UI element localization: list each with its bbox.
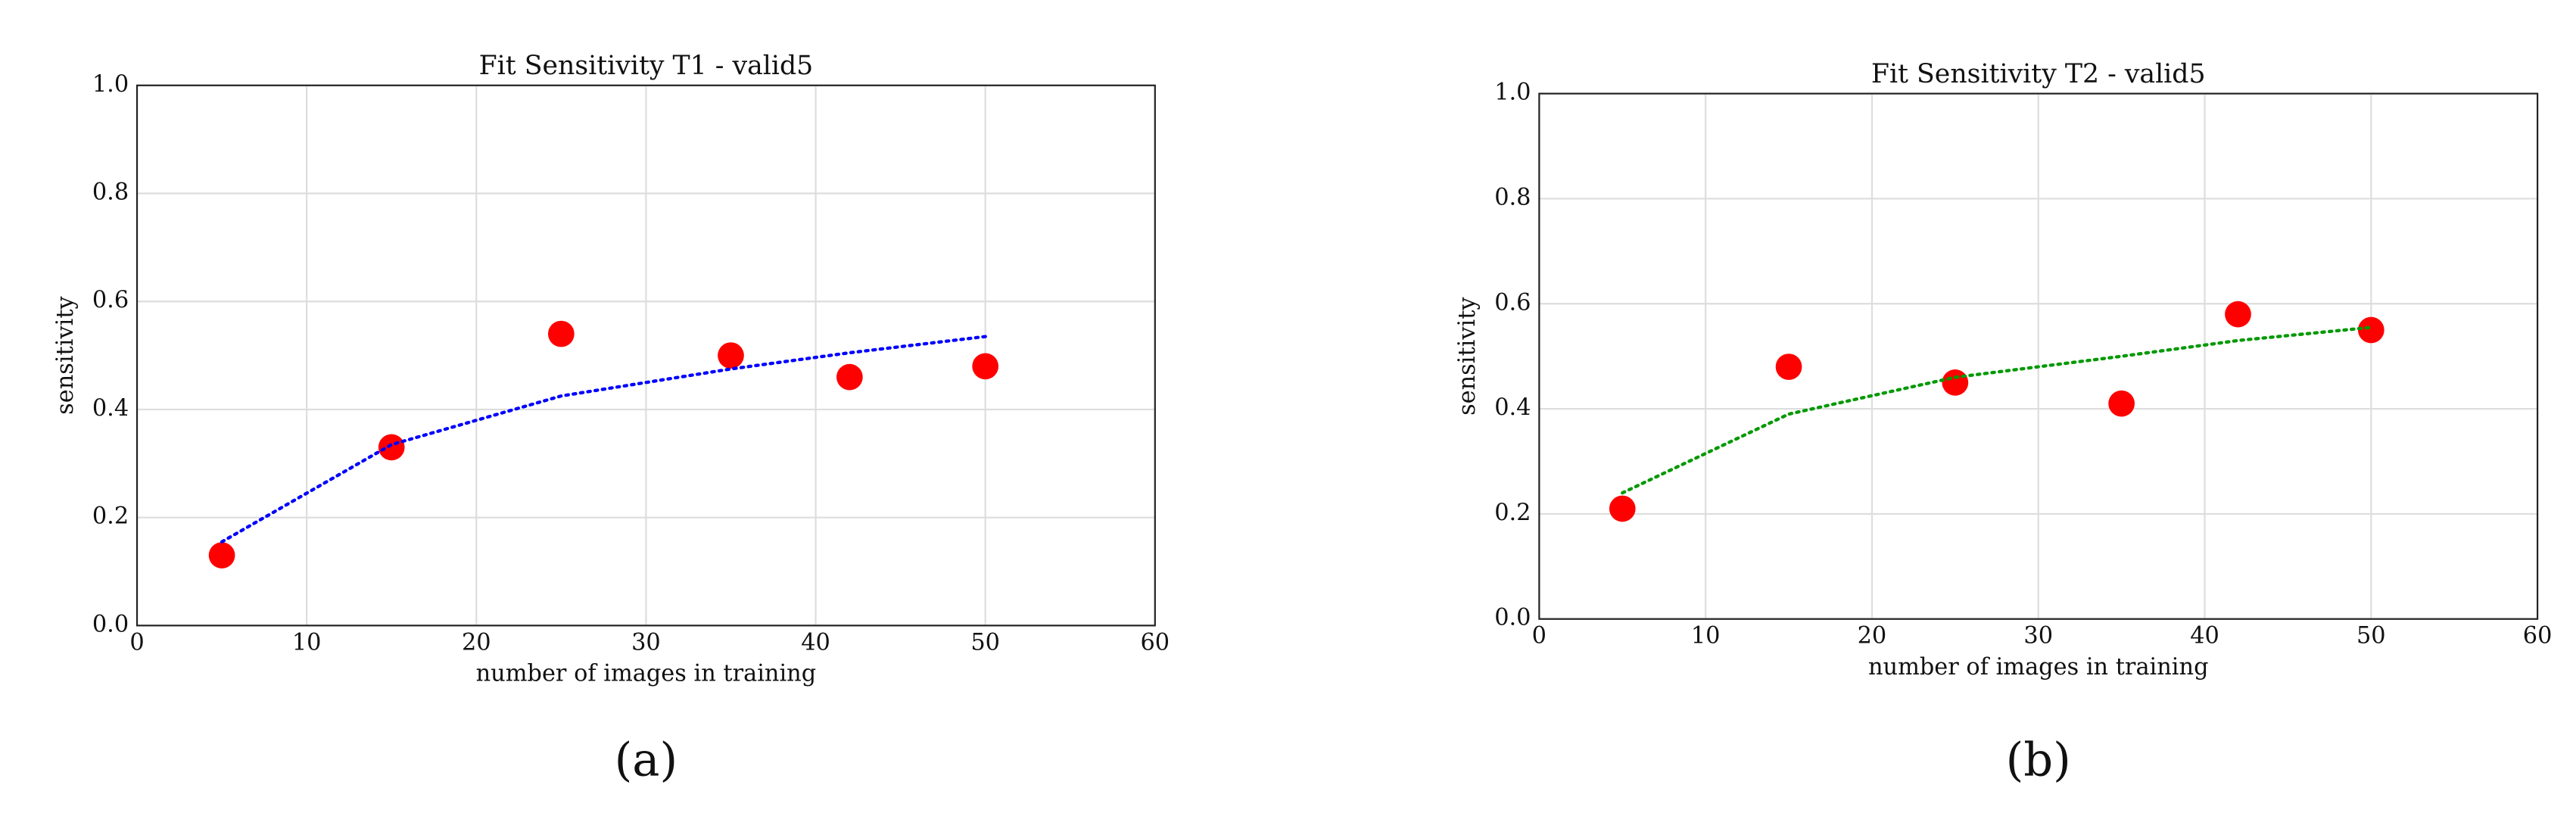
data-point bbox=[2108, 390, 2135, 417]
data-point bbox=[378, 434, 405, 461]
data-point bbox=[718, 342, 744, 369]
data-point bbox=[836, 363, 863, 391]
x-tick-label: 30 bbox=[2023, 623, 2053, 649]
chart-title: Fit Sensitivity T1 - valid5 bbox=[479, 51, 814, 81]
y-tick-label: 1.0 bbox=[1494, 79, 1531, 106]
x-tick-label: 50 bbox=[970, 629, 1000, 656]
y-tick-label: 0.8 bbox=[92, 179, 129, 206]
y-axis-label: sensitivity bbox=[1454, 297, 1481, 416]
data-point bbox=[1775, 353, 1802, 380]
plot-frame bbox=[1538, 92, 2539, 620]
x-tick-label: 60 bbox=[1140, 629, 1170, 656]
x-tick-label: 0 bbox=[129, 629, 144, 656]
data-point bbox=[2225, 301, 2251, 328]
caption: (a) bbox=[615, 734, 678, 787]
x-axis-label: number of images in training bbox=[476, 660, 817, 687]
chart: 0.0 0.2 0.4 0.6 0.8 1.0 0 10 20 30 40 50 60 Fit Sensi… bbox=[52, 51, 1170, 787]
fit-line bbox=[1621, 325, 2373, 495]
y-tick-label: 0.0 bbox=[1494, 605, 1531, 631]
x-tick-label: 40 bbox=[2190, 623, 2219, 649]
plot-frame bbox=[135, 84, 1156, 627]
data-point bbox=[547, 320, 575, 347]
fit-line bbox=[220, 335, 987, 543]
y-axis-label: sensitivity bbox=[52, 295, 79, 414]
y-tick-label: 0.0 bbox=[92, 611, 129, 637]
y-tick-label: 0.4 bbox=[1494, 394, 1531, 421]
chart: 0.0 0.2 0.4 0.6 0.8 1.0 0 10 20 30 40 50 60 Fit Sensi… bbox=[1454, 59, 2552, 787]
data-point bbox=[972, 353, 999, 380]
y-tick-label: 0.8 bbox=[1494, 184, 1531, 210]
x-tick-label: 40 bbox=[801, 629, 830, 656]
data-point bbox=[2357, 316, 2384, 344]
x-tick-label: 0 bbox=[1532, 623, 1547, 649]
data-point bbox=[1942, 369, 1969, 396]
data-point bbox=[208, 542, 235, 568]
x-tick-label: 30 bbox=[631, 629, 661, 656]
x-tick-label: 50 bbox=[2356, 623, 2386, 649]
y-tick-label: 1.0 bbox=[92, 71, 129, 98]
y-tick-label: 0.2 bbox=[92, 503, 129, 530]
x-tick-label: 10 bbox=[1691, 623, 1721, 649]
chart-title: Fit Sensitivity T2 - valid5 bbox=[1871, 59, 2206, 89]
x-tick-label: 60 bbox=[2523, 623, 2553, 649]
x-tick-label: 20 bbox=[1858, 623, 1887, 649]
x-tick-label: 10 bbox=[292, 629, 322, 656]
x-tick-label: 20 bbox=[462, 629, 491, 656]
x-axis-label: number of images in training bbox=[1868, 654, 2209, 681]
y-tick-label: 0.2 bbox=[1494, 500, 1531, 526]
caption: (b) bbox=[2006, 734, 2071, 787]
y-tick-label: 0.6 bbox=[92, 287, 129, 313]
data-point bbox=[1609, 495, 1636, 522]
y-tick-label: 0.4 bbox=[92, 395, 129, 422]
y-tick-label: 0.6 bbox=[1494, 289, 1531, 316]
